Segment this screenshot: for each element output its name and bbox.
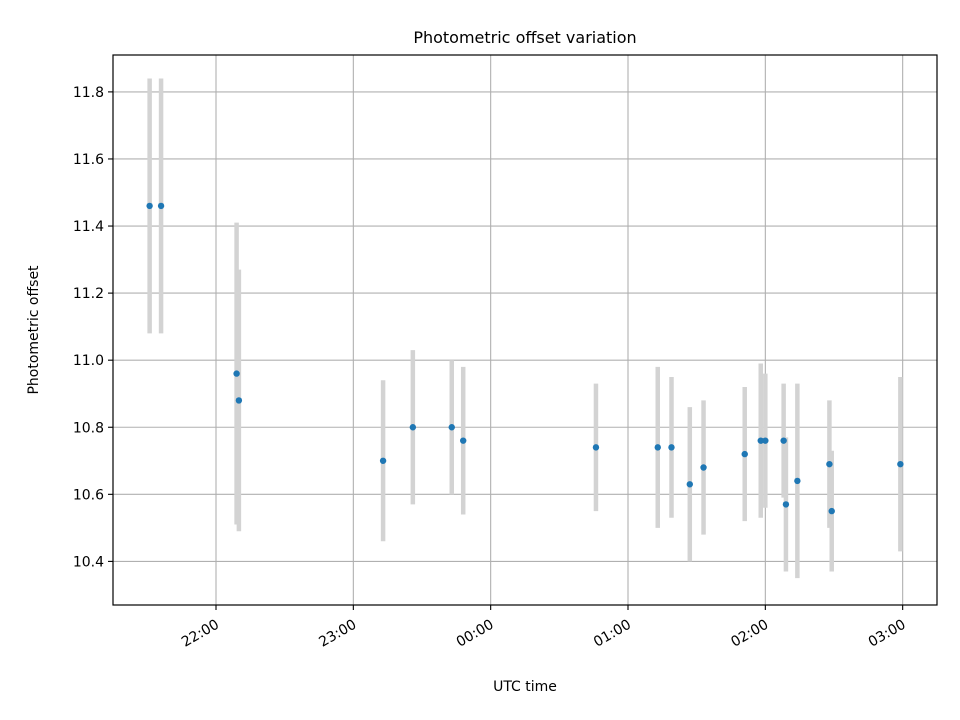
data-point bbox=[762, 437, 769, 444]
data-point bbox=[780, 437, 787, 444]
data-point bbox=[654, 444, 661, 451]
data-point bbox=[233, 370, 240, 377]
data-point bbox=[897, 460, 904, 468]
y-axis-label: Photometric offset bbox=[26, 265, 42, 395]
data-point bbox=[379, 457, 387, 464]
y-axis: 10.4 10.6 10.8 11.0 11.2 11.4 11.6 11.8 bbox=[73, 85, 113, 570]
data-point bbox=[700, 464, 707, 471]
grid bbox=[113, 55, 937, 605]
data-point bbox=[592, 444, 600, 451]
data-point bbox=[448, 424, 455, 431]
data-points bbox=[146, 202, 904, 515]
y-tick-label: 11.4 bbox=[73, 219, 104, 235]
x-axis-label: UTC time bbox=[493, 679, 557, 695]
y-tick-label: 10.4 bbox=[73, 554, 104, 570]
data-point bbox=[235, 397, 243, 404]
data-point bbox=[826, 460, 833, 468]
plot-frame bbox=[112, 54, 938, 606]
y-tick-label: 11.0 bbox=[73, 353, 104, 369]
y-tick-label: 10.8 bbox=[73, 420, 104, 436]
chart-title: Photometric offset variation bbox=[413, 28, 636, 47]
data-point bbox=[686, 481, 693, 488]
y-tick-label: 11.2 bbox=[73, 286, 104, 302]
data-point bbox=[757, 437, 764, 444]
data-point bbox=[146, 202, 153, 210]
data-point bbox=[409, 424, 417, 431]
data-point bbox=[782, 501, 790, 508]
y-tick-label: 10.6 bbox=[73, 487, 104, 503]
y-tick-label: 11.6 bbox=[73, 152, 104, 168]
data-point bbox=[741, 450, 748, 458]
data-point bbox=[460, 437, 467, 444]
data-point bbox=[157, 202, 165, 210]
data-point bbox=[828, 507, 835, 515]
data-point bbox=[668, 444, 675, 451]
y-tick-label: 11.8 bbox=[73, 85, 104, 101]
data-point bbox=[794, 477, 801, 485]
